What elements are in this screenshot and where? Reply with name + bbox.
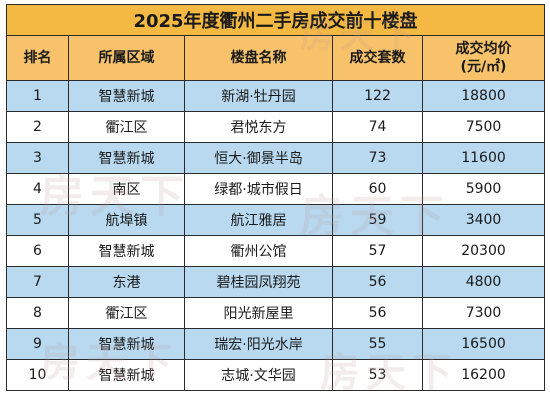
header-name: 楼盘名称 [184,35,333,81]
cell-name: 阳光新屋里 [184,297,333,329]
cell-rank: 10 [6,359,69,391]
cell-name: 恒大·御景半岛 [184,142,333,174]
cell-deals: 73 [332,142,423,174]
cell-deals: 74 [332,111,423,143]
header-rank: 排名 [6,35,69,81]
cell-deals: 59 [332,204,423,236]
table-row: 4 南区 绿都·城市假日 60 5900 [6,173,546,205]
table-row: 8 衢江区 阳光新屋里 56 7300 [6,297,546,329]
cell-district: 智慧新城 [68,328,185,360]
cell-deals: 122 [332,80,423,112]
table-row: 7 东港 碧桂园凤翔苑 56 4800 [6,266,546,298]
cell-deals: 57 [332,235,423,267]
header-district: 所属区域 [68,35,185,81]
cell-price: 16500 [421,328,546,360]
cell-district: 智慧新城 [68,359,185,391]
cell-district: 衢江区 [68,297,185,329]
table-row: 5 航埠镇 航江雅居 59 3400 [6,204,546,236]
cell-rank: 4 [6,173,69,205]
cell-district: 南区 [68,173,185,205]
cell-rank: 5 [6,204,69,236]
cell-name: 碧桂园凤翔苑 [184,266,333,298]
cell-price: 4800 [421,266,546,298]
table-body: 1 智慧新城 新湖·牡丹园 122 18800 2 衢江区 君悦东方 74 7500 3 智慧新城 恒大… [6,80,546,391]
cell-deals: 55 [332,328,423,360]
cell-district: 东港 [68,266,185,298]
cell-price: 20300 [421,235,546,267]
cell-name: 衢州公馆 [184,235,333,267]
cell-deals: 56 [332,266,423,298]
cell-district: 智慧新城 [68,142,185,174]
ranking-table: 2025年度衢州二手房成交前十楼盘 排名 所属区域 楼盘名称 成交套数 成交均价… [5,4,546,391]
header-price: 成交均价 (元/㎡) [421,35,546,81]
table-row: 10 智慧新城 志城·文华园 53 16200 [6,359,546,391]
cell-name: 志城·文华园 [184,359,333,391]
cell-district: 航埠镇 [68,204,185,236]
cell-rank: 1 [6,80,69,112]
cell-rank: 8 [6,297,69,329]
cell-rank: 3 [6,142,69,174]
table-row: 6 智慧新城 衢州公馆 57 20300 [6,235,546,267]
cell-price: 16200 [421,359,546,391]
cell-deals: 53 [332,359,423,391]
header-deals: 成交套数 [332,35,423,81]
cell-price: 7300 [421,297,546,329]
cell-rank: 7 [6,266,69,298]
cell-price: 5900 [421,173,546,205]
cell-rank: 9 [6,328,69,360]
table-row: 1 智慧新城 新湖·牡丹园 122 18800 [6,80,546,112]
cell-name: 绿都·城市假日 [184,173,333,205]
cell-district: 智慧新城 [68,80,185,112]
cell-deals: 56 [332,297,423,329]
cell-price: 7500 [421,111,546,143]
cell-name: 君悦东方 [184,111,333,143]
cell-rank: 6 [6,235,69,267]
cell-price: 18800 [421,80,546,112]
cell-name: 瑞宏·阳光水岸 [184,328,333,360]
table-row: 9 智慧新城 瑞宏·阳光水岸 55 16500 [6,328,546,360]
header-price-unit: (元/㎡) [460,59,507,75]
cell-price: 11600 [421,142,546,174]
header-price-label: 成交均价 [455,41,512,57]
cell-name: 航江雅居 [184,204,333,236]
table-row: 2 衢江区 君悦东方 74 7500 [6,111,546,143]
cell-deals: 60 [332,173,423,205]
cell-district: 衢江区 [68,111,185,143]
table-row: 3 智慧新城 恒大·御景半岛 73 11600 [6,142,546,174]
table-title: 2025年度衢州二手房成交前十楼盘 [5,4,546,36]
cell-district: 智慧新城 [68,235,185,267]
cell-name: 新湖·牡丹园 [184,80,333,112]
cell-price: 3400 [421,204,546,236]
cell-rank: 2 [6,111,69,143]
